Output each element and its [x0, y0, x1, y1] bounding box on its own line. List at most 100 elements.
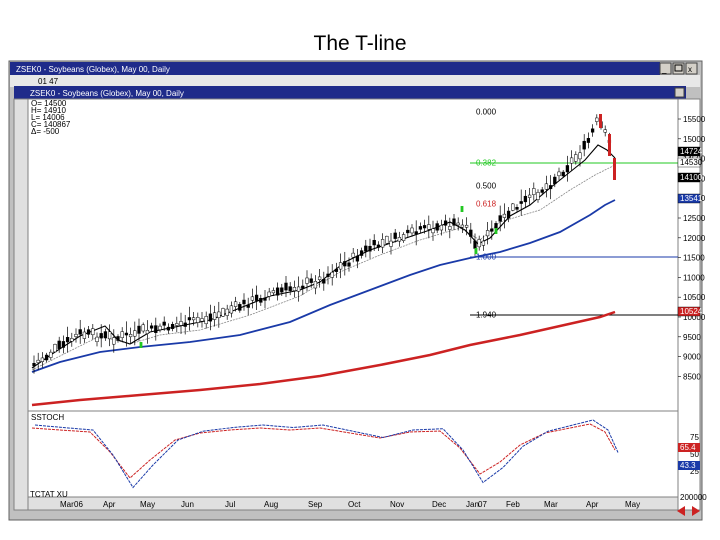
- price-tag-label: 13541: [680, 194, 703, 203]
- candle-body: [250, 296, 255, 301]
- next-arrow-icon[interactable]: [692, 506, 700, 516]
- candle-body: [490, 228, 494, 232]
- candle-body: [120, 331, 124, 338]
- candle-body: [317, 276, 322, 280]
- candle-body-green: [460, 206, 464, 212]
- candle-body: [469, 229, 473, 237]
- x-tick-label: 06: [74, 500, 83, 509]
- fib-label: 1.940: [476, 311, 497, 320]
- candle-body: [544, 183, 549, 190]
- candle-body-green: [474, 248, 478, 254]
- candle-body-green: [494, 228, 498, 234]
- candle-body: [288, 286, 292, 291]
- fib-label: 0.382: [476, 159, 497, 168]
- candle-body: [343, 261, 347, 267]
- maximize-icon: [674, 64, 683, 72]
- candle-body: [49, 351, 53, 358]
- y-tick-label: 9000: [683, 353, 701, 362]
- candle-body: [137, 325, 141, 334]
- candle-body: [439, 224, 444, 231]
- candle-body: [158, 325, 162, 331]
- y-tick-label: 10000: [683, 313, 706, 322]
- fib-label: 0.618: [476, 200, 497, 209]
- candle-body: [364, 245, 368, 252]
- x-tick-label: Nov: [390, 500, 404, 509]
- candle-body: [233, 301, 238, 307]
- candle-body: [149, 325, 154, 329]
- candle-body: [141, 324, 145, 332]
- candle-body: [221, 308, 225, 317]
- candlesticks: [32, 114, 616, 374]
- candle-body: [406, 229, 410, 234]
- candle-body: [103, 331, 108, 339]
- candle-body: [217, 311, 221, 318]
- candle-body: [393, 232, 397, 239]
- candle-body: [57, 340, 61, 349]
- price-tag-label: 14100: [680, 173, 703, 182]
- candle-body: [582, 140, 586, 150]
- price-tag-label: 14530: [680, 158, 703, 167]
- candle-body: [254, 294, 259, 301]
- x-tick-label: Feb: [506, 500, 520, 509]
- fib-label: 1.000: [476, 253, 497, 262]
- x-tick-label: Apr: [586, 500, 599, 509]
- candle-body: [133, 330, 137, 337]
- y-tick-label: 9500: [683, 333, 701, 342]
- candle-body: [532, 188, 536, 195]
- outer-maximize-button[interactable]: [672, 62, 685, 75]
- stoch-axis-labels: 75 50 25 65.4 43.3 200000: [678, 433, 707, 502]
- y-tick-label: 11500: [683, 254, 705, 263]
- candle-body: [523, 195, 528, 203]
- candle-body: [565, 165, 570, 173]
- left-scrollbar[interactable]: [13, 98, 29, 511]
- price-axis-labels: 1550015000145001350013000125001200011500…: [678, 115, 706, 381]
- candle-body: [284, 282, 288, 291]
- x-tick-label: May: [625, 500, 640, 509]
- candle-body: [53, 344, 57, 353]
- candle-body: [61, 341, 66, 348]
- candle-body: [548, 185, 553, 190]
- stoch-value-red: 65.4: [680, 443, 696, 452]
- candle-body: [145, 329, 150, 334]
- candle-body: [561, 171, 565, 177]
- candle-body: [351, 252, 355, 258]
- candle-body: [557, 171, 561, 177]
- fib-label: 0.000: [476, 108, 497, 117]
- candle-body: [292, 287, 297, 291]
- inner-window-button[interactable]: [674, 87, 685, 98]
- stoch-tick-label: 50: [690, 450, 699, 459]
- candle-body: [187, 317, 192, 321]
- candle-body: [162, 321, 166, 326]
- candle-body: [309, 278, 313, 283]
- outer-close-button[interactable]: [685, 62, 698, 75]
- candle-body: [208, 313, 213, 322]
- ohlc-line: L= 14006: [31, 113, 65, 122]
- candle-body: [464, 224, 469, 228]
- candle-body: [498, 215, 502, 222]
- red-moving-average: [31, 310, 616, 407]
- x-tick-label: Aug: [264, 500, 278, 509]
- stoch-value-box: [678, 461, 700, 470]
- x-tick-label: Sep: [308, 500, 323, 509]
- candle-body: [527, 194, 532, 198]
- candle-body: [603, 129, 607, 133]
- candle-body: [99, 333, 103, 339]
- price-tag-box: [677, 193, 701, 204]
- candle-body: [502, 213, 507, 218]
- candle-body: [212, 312, 217, 320]
- stoch-value-blue: 43.3: [680, 461, 696, 470]
- outer-minimize-button[interactable]: [659, 62, 672, 75]
- candle-body-green: [139, 342, 143, 348]
- prev-arrow-icon[interactable]: [677, 506, 685, 516]
- candle-body: [82, 331, 87, 339]
- candle-body: [540, 189, 544, 193]
- candle-body: [372, 239, 376, 246]
- bottom-indicator-label: TCTAT XU: [30, 490, 68, 499]
- stoch-panel: [27, 410, 679, 498]
- date-axis-labels: Mar 06 Apr May Jun Jul Aug Sep Oct Nov Dec Jan 07 Feb…: [60, 500, 640, 509]
- candle-body: [477, 239, 481, 248]
- outer-toolbar: [10, 75, 700, 87]
- candle-body: [385, 235, 389, 244]
- stoch-label: SSTOCH: [31, 413, 64, 422]
- candle-body: [225, 308, 229, 316]
